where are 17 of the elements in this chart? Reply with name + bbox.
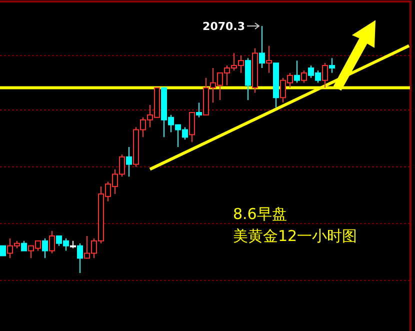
candlestick: [196, 102, 202, 118]
candlestick: [259, 26, 265, 68]
annotation: 美黄金12一小时图: [233, 227, 358, 245]
candlestick: [189, 112, 195, 143]
candlestick: [0, 245, 6, 256]
candlestick: [322, 62, 328, 88]
candlestick: [21, 240, 27, 252]
candlestick: [329, 58, 335, 74]
candlestick: [77, 242, 83, 274]
candlestick: [49, 230, 55, 254]
candlestick: [301, 70, 307, 84]
candlestick: [42, 238, 48, 259]
candlestick: [294, 60, 300, 84]
annotation: 8.6早盘: [233, 205, 287, 223]
annotation: 2070.3: [202, 20, 245, 33]
candlestick: [126, 146, 132, 178]
candlestick: [266, 45, 272, 74]
